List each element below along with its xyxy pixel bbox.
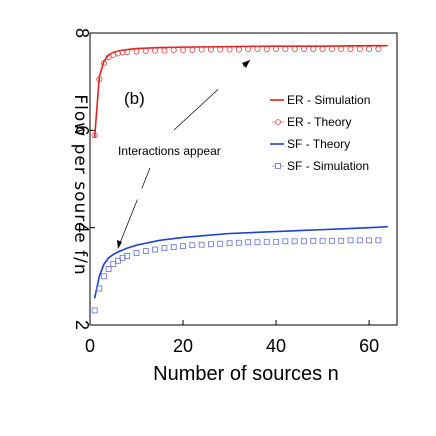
legend-label-er-theory: ER - Theory (287, 115, 351, 129)
series-point-er-theory (105, 54, 112, 61)
series-point-sf-simulation (328, 237, 335, 244)
legend: ER - Simulation ER - Theory SF - Theory SF … (270, 93, 370, 173)
series-point-sf-simulation (319, 237, 326, 244)
series-point-er-theory (273, 46, 280, 53)
legend-label-er-simulation: ER - Simulation (287, 93, 370, 107)
series-point-er-theory (300, 46, 307, 53)
series-point-sf-simulation (91, 307, 98, 314)
series-point-er-theory (254, 46, 261, 53)
series-point-er-theory (263, 46, 270, 53)
panel-label: (b) (124, 89, 145, 108)
y-tick-label: 2 (72, 320, 92, 330)
series-point-sf-simulation (189, 242, 196, 249)
series-point-sf-simulation (347, 237, 354, 244)
y-tick-label: 4 (72, 223, 92, 233)
series-point-er-theory (133, 48, 140, 55)
series-point-sf-simulation (366, 237, 372, 244)
legend-label-sf-theory: SF - Theory (287, 137, 350, 151)
series-point-er-theory (291, 46, 298, 53)
series-point-sf-simulation (263, 238, 270, 245)
series-point-er-theory (119, 49, 126, 56)
x-tick-label: 20 (173, 336, 193, 356)
x-tick-label: 40 (266, 336, 286, 356)
annotation-arrow-up (173, 59, 251, 131)
series-point-er-theory (338, 46, 345, 53)
y-tick-label: 6 (72, 125, 92, 135)
annotation-text: Interactions appear (118, 144, 221, 158)
series-point-er-theory (226, 46, 233, 53)
series-point-sf-simulation (254, 239, 261, 246)
series-point-sf-simulation (217, 240, 224, 247)
series-point-er-theory (180, 47, 187, 54)
plot-frame (89, 32, 398, 326)
series-point-sf-simulation (208, 241, 214, 248)
series-point-er-theory (245, 46, 252, 53)
series-point-er-theory (375, 46, 382, 53)
series-point-sf-simulation (273, 238, 279, 245)
series-point-er-theory (207, 46, 214, 53)
annotation-arrowhead-down (117, 240, 122, 249)
series-point-er-theory (100, 60, 107, 67)
series-point-sf-simulation (338, 237, 345, 244)
series-point-sf-simulation (142, 248, 149, 254)
x-axis-label: Number of sources n (153, 363, 339, 385)
series-point-er-theory (356, 46, 363, 53)
series-point-er-theory (310, 46, 317, 53)
series-point-er-theory (114, 50, 121, 57)
series-point-er-theory (161, 47, 168, 54)
plot-area-border (89, 32, 398, 326)
series-point-sf-simulation (115, 257, 121, 264)
series-point-sf-simulation (105, 266, 112, 272)
series-point-sf-simulation (291, 238, 298, 245)
series-point-sf-simulation (152, 246, 159, 253)
legend-swatch-er-theory (275, 119, 281, 125)
series-point-er-theory (328, 46, 335, 53)
series-line-sf-theory (93, 225, 388, 299)
annotation: Interactions appear (117, 59, 251, 249)
series-point-sf-simulation (310, 237, 317, 244)
series-point-sf-simulation (119, 254, 126, 261)
series-point-sf-simulation (356, 237, 363, 244)
series-point-sf-simulation (375, 237, 382, 244)
series-point-er-theory (96, 76, 103, 83)
series-point-er-theory (319, 46, 326, 53)
series-point-er-theory (347, 46, 354, 53)
series-point-sf-simulation (301, 238, 307, 245)
series-point-sf-simulation (226, 240, 233, 247)
series-point-sf-simulation (245, 239, 252, 246)
y-axis-label: Flow per source f/n (70, 94, 90, 275)
legend-swatch-sf-simulation (275, 163, 281, 169)
legend-label-sf-simulation: SF - Simulation (287, 159, 369, 173)
series-point-sf-simulation (110, 261, 117, 268)
series-point-er-theory (235, 46, 242, 53)
series-point-er-theory (217, 46, 224, 53)
series-point-sf-simulation (235, 239, 242, 246)
x-tick-label: 60 (359, 336, 379, 356)
series-point-er-theory (282, 46, 289, 53)
annotation-arrowhead-up (242, 60, 250, 68)
x-tick-label: 0 (85, 336, 95, 356)
annotation-arrow-down (117, 167, 151, 249)
series-point-sf-simulation (124, 252, 131, 259)
series-point-er-theory (189, 47, 196, 54)
series-point-er-theory (124, 48, 131, 55)
series-point-er-theory (170, 47, 177, 54)
series-point-sf-simulation (170, 244, 177, 251)
series-point-sf-simulation (180, 243, 186, 250)
series-layer (91, 44, 388, 314)
series-point-er-theory (142, 48, 149, 55)
series-point-er-theory (366, 46, 373, 53)
series-point-sf-simulation (198, 241, 205, 248)
series-point-er-theory (198, 46, 205, 53)
series-point-sf-simulation (282, 238, 289, 245)
axis-ticks: 0 20 40 60 2 4 6 8 (72, 28, 379, 356)
y-tick-label: 8 (72, 28, 92, 38)
series-point-er-theory (152, 47, 159, 54)
series-point-sf-simulation (133, 250, 140, 256)
series-point-sf-simulation (96, 285, 103, 292)
series-point-sf-simulation (161, 245, 168, 252)
series-point-er-theory (91, 132, 98, 139)
series-point-sf-simulation (101, 273, 107, 280)
